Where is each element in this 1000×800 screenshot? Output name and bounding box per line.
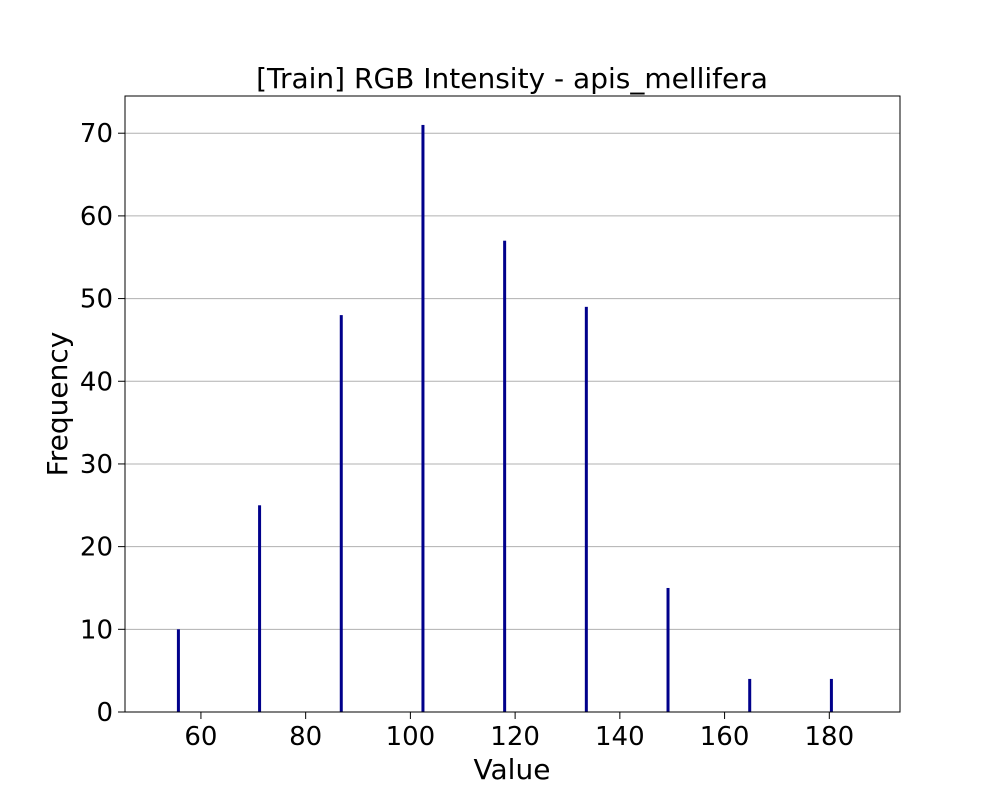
bar-2 (339, 315, 343, 712)
y-tick-label-3: 30 (80, 450, 113, 480)
x-axis-label: Value (474, 753, 551, 786)
bar-4 (503, 240, 507, 712)
bar-3 (421, 124, 425, 713)
x-tick-label-0: 60 (184, 722, 217, 752)
bar-0 (176, 629, 180, 712)
bar-6 (666, 587, 670, 712)
x-tick-label-4: 140 (595, 722, 645, 752)
y-grid (125, 132, 900, 630)
y-tick-label-4: 40 (80, 367, 113, 397)
y-axis-label: Frequency (41, 332, 74, 477)
bar-8 (829, 678, 833, 712)
y-tick-label-7: 70 (80, 119, 113, 149)
y-tick-label-0: 0 (96, 698, 113, 728)
x-axis-ticks: 60 80 100 120 140 160 180 (184, 712, 854, 752)
y-tick-label-5: 50 (80, 285, 113, 315)
bar-7 (748, 678, 752, 712)
y-tick-label-1: 10 (80, 615, 113, 645)
y-tick-label-2: 20 (80, 533, 113, 563)
y-tick-label-6: 60 (80, 202, 113, 232)
x-tick-label-1: 80 (289, 722, 322, 752)
bar-5 (584, 306, 588, 712)
x-tick-label-5: 160 (700, 722, 750, 752)
plot-frame (124, 95, 901, 713)
y-axis-ticks: 0 10 20 30 40 50 60 70 (80, 119, 125, 728)
bar-1 (258, 505, 262, 712)
bars (176, 124, 833, 713)
chart-title: [Train] RGB Intensity - apis_mellifera (256, 62, 768, 95)
x-tick-label-2: 100 (386, 722, 436, 752)
x-tick-label-3: 120 (490, 722, 540, 752)
x-tick-label-6: 180 (804, 722, 854, 752)
